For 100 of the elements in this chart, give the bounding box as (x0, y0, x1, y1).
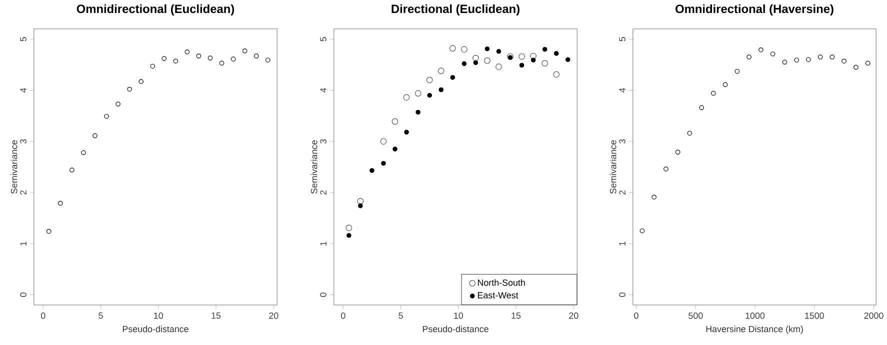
y-tick-label: 2 (619, 190, 626, 195)
y-tick-label: 0 (20, 292, 26, 297)
point (70, 168, 74, 172)
point (449, 45, 456, 52)
point (450, 75, 456, 80)
point (496, 64, 502, 70)
y-tick-label: 0 (619, 292, 626, 297)
x-tick-label: 20 (569, 312, 578, 319)
x-tick-label: 5 (398, 312, 403, 319)
x-tick-label: 500 (688, 312, 703, 319)
point (346, 233, 352, 238)
point (370, 168, 374, 173)
point (664, 166, 668, 172)
x-axis-title: Pseudo-distance (422, 326, 488, 332)
y-tick-label: 4 (619, 88, 626, 93)
point (230, 56, 236, 62)
point (462, 61, 467, 66)
y-tick-label: 1 (20, 242, 26, 246)
y-tick-label: 0 (320, 292, 326, 297)
point (173, 58, 178, 64)
point (806, 57, 811, 62)
point (734, 69, 740, 74)
point (219, 60, 224, 66)
x-tick-label: 5 (98, 312, 103, 319)
point (392, 118, 398, 125)
x-tick-label: 10 (154, 312, 164, 319)
point (565, 57, 570, 62)
legend-label: North-South (478, 279, 525, 286)
point (652, 194, 656, 200)
point (92, 133, 98, 138)
x-tick-label: 0 (634, 312, 638, 319)
x-tick-label: 15 (512, 312, 521, 319)
point (438, 87, 444, 92)
point (530, 58, 536, 63)
point (519, 62, 524, 68)
point (104, 114, 109, 119)
point (242, 48, 248, 54)
y-tick-label: 5 (320, 37, 326, 42)
chart-title: Omnidirectional (Haversine) (676, 4, 834, 16)
point (640, 228, 645, 234)
point (127, 86, 132, 92)
point (358, 203, 363, 208)
point (346, 224, 352, 232)
point (416, 110, 420, 115)
point (854, 64, 858, 70)
y-tick-label: 5 (619, 37, 626, 42)
point (138, 79, 144, 84)
y-tick-label: 1 (320, 242, 326, 246)
point (404, 130, 409, 135)
point (675, 150, 680, 155)
x-tick-label: 10 (454, 312, 464, 319)
x-tick-label: 0 (340, 312, 346, 319)
point (542, 60, 548, 66)
point (184, 50, 190, 54)
point (746, 54, 752, 60)
x-tick-label: 15 (212, 312, 221, 319)
point (722, 82, 728, 88)
x-tick-label: 0 (40, 312, 46, 319)
y-tick-label: 4 (20, 88, 26, 93)
point (426, 76, 433, 84)
point (687, 130, 692, 136)
point (472, 54, 479, 62)
point (150, 64, 156, 69)
point (208, 56, 213, 61)
point (542, 47, 548, 52)
point (794, 58, 799, 63)
y-axis-title: Semivariance (610, 140, 616, 194)
point (438, 68, 444, 74)
y-tick-label: 3 (20, 139, 26, 144)
point (711, 90, 716, 96)
point (357, 198, 364, 204)
point (530, 52, 536, 60)
point (46, 229, 52, 234)
y-tick-label: 4 (320, 88, 326, 93)
y-tick-label: 1 (619, 242, 626, 246)
point (403, 94, 410, 101)
chart-title: Omnidirectional (Euclidean) (76, 4, 234, 16)
point (818, 54, 823, 60)
point (58, 200, 63, 206)
point (427, 93, 432, 98)
point (554, 51, 559, 56)
chart-title: Directional (Euclidean) (392, 4, 520, 16)
point (380, 138, 387, 145)
y-tick-label: 5 (20, 37, 26, 42)
x-axis-title: Pseudo-distance (122, 326, 188, 332)
point (484, 46, 490, 52)
point (830, 54, 835, 60)
y-axis-title: Semivariance (10, 140, 18, 194)
point (162, 56, 167, 62)
point (553, 71, 560, 78)
point (196, 54, 202, 58)
x-axis-title: Haversine Distance (km) (706, 326, 803, 334)
y-tick-label: 3 (619, 139, 626, 144)
point (699, 105, 704, 110)
point (265, 58, 270, 63)
point (770, 52, 776, 56)
legend-label: East-West (478, 292, 518, 298)
y-axis-title: Semivariance (310, 140, 318, 194)
point (381, 161, 386, 166)
y-tick-label: 3 (320, 139, 326, 144)
